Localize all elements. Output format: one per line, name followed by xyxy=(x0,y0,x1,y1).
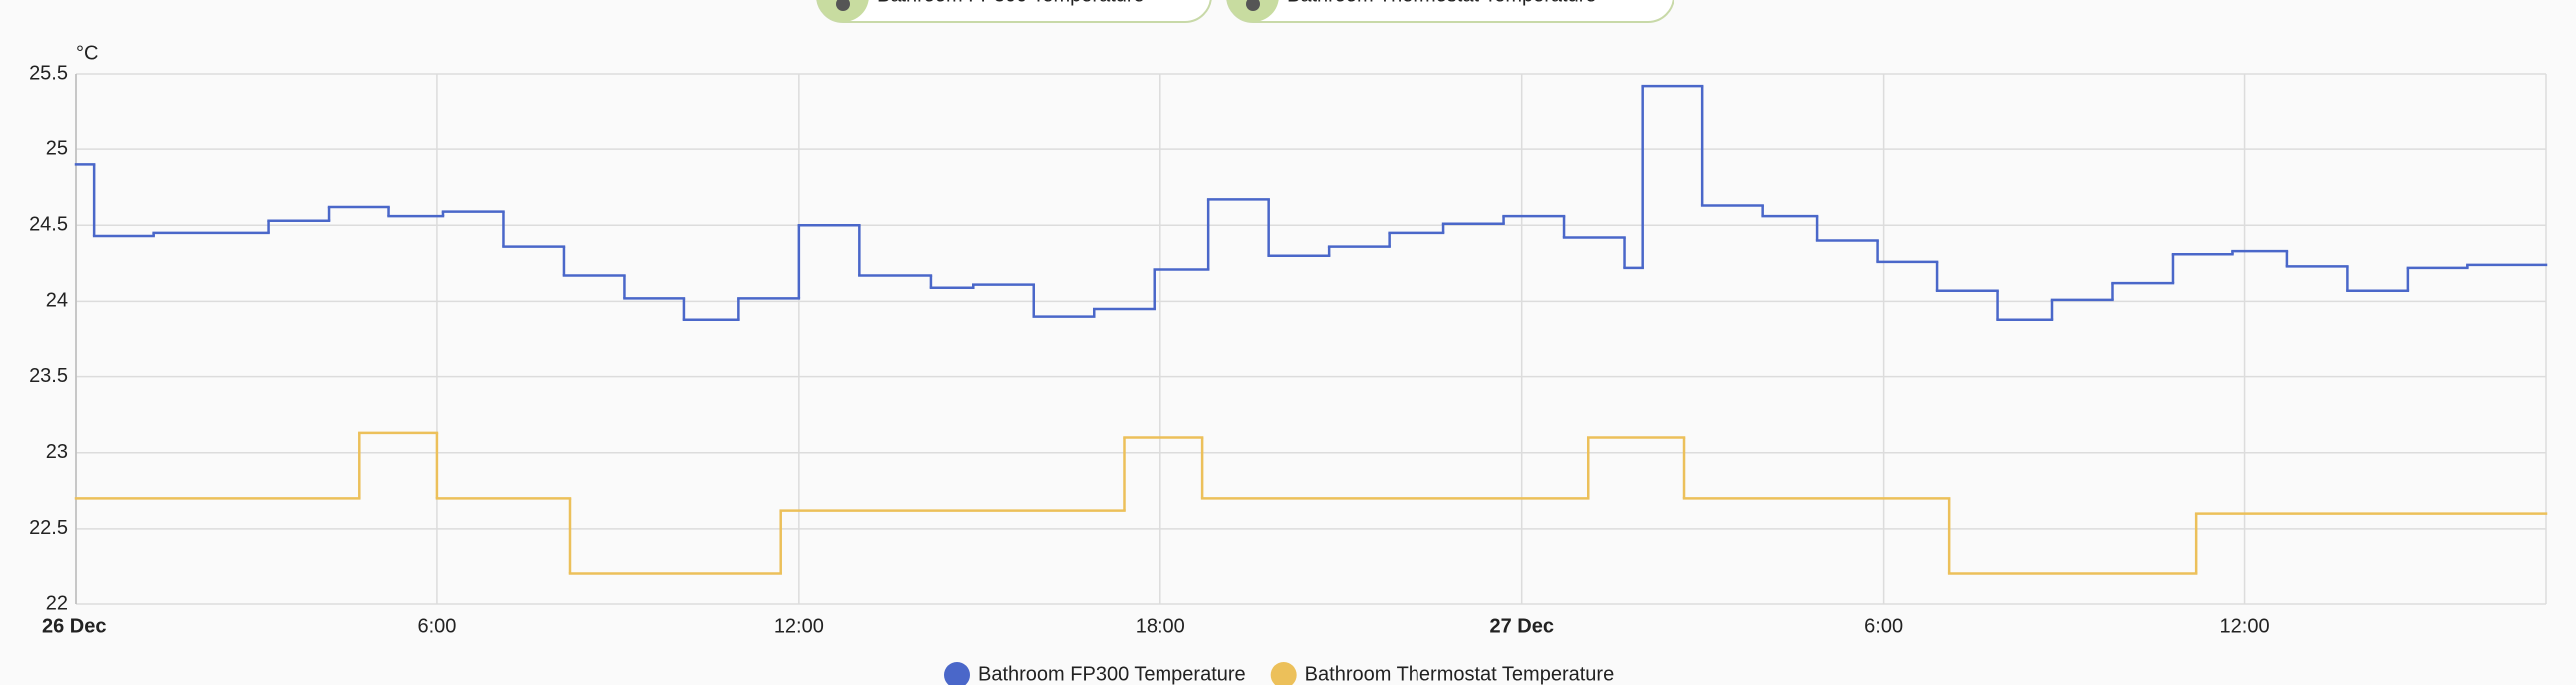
y-tick-label: 23 xyxy=(46,441,68,463)
y-tick-label: 23.5 xyxy=(29,365,68,387)
x-tick-label: 12:00 xyxy=(774,615,824,637)
y-tick-label: 22.5 xyxy=(29,517,68,539)
x-tick-label: 6:00 xyxy=(417,615,456,637)
y-tick-label: 24.5 xyxy=(29,214,68,236)
chip-close: × xyxy=(1177,0,1189,6)
filter-chip xyxy=(1226,0,1674,23)
legend-label: Bathroom FP300 Temperature xyxy=(978,663,1246,685)
chip-icon xyxy=(1246,0,1260,11)
y-unit: °C xyxy=(76,42,98,64)
legend-marker xyxy=(944,662,970,685)
x-tick-label: 6:00 xyxy=(1864,615,1903,637)
filter-chip xyxy=(816,0,1212,23)
chip-label: Bathroom FP300 Temperature xyxy=(877,0,1145,6)
x-tick-label: 18:00 xyxy=(1136,615,1185,637)
series xyxy=(74,431,2548,575)
x-tick-label: 12:00 xyxy=(2220,615,2270,637)
y-tick-label: 22 xyxy=(46,592,68,614)
legend-label: Bathroom Thermostat Temperature xyxy=(1305,663,1615,685)
y-tick-label: 25 xyxy=(46,137,68,159)
legend-marker xyxy=(1270,662,1297,685)
y-tick-label: 25.5 xyxy=(29,62,68,84)
chip-label: Bathroom Thermostat Temperature xyxy=(1287,0,1597,6)
series xyxy=(74,84,2548,321)
x-tick-label: 26 Dec xyxy=(42,615,107,637)
chip-close: × xyxy=(1640,0,1652,6)
y-tick-label: 24 xyxy=(46,290,68,312)
x-tick-label: 27 Dec xyxy=(1489,615,1554,637)
chip-icon xyxy=(836,0,850,11)
